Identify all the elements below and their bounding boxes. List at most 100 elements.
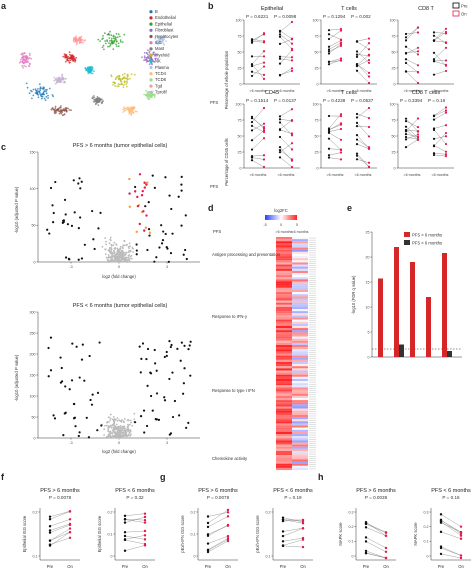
umap-point [104, 42, 107, 45]
score-pair-line [282, 545, 304, 548]
umap-point [19, 60, 22, 63]
b-point-pre [278, 73, 282, 77]
volcano-point-ns [126, 258, 129, 261]
volcano-point-sig [171, 415, 175, 419]
b-pair-line [251, 125, 265, 133]
heatmap-cell [292, 355, 308, 358]
umap-point [115, 45, 118, 47]
volcano-point-ns [130, 433, 132, 436]
heatmap-cell [276, 311, 292, 314]
b-pair-line [433, 61, 447, 66]
heatmap-cell [276, 251, 292, 254]
heatmap-cell [276, 315, 292, 318]
volcano-point-ns [121, 431, 124, 434]
panel-label-a: a [1, 1, 7, 11]
umap-point [163, 35, 165, 37]
heatmap-scale-cell [265, 215, 267, 220]
heatmap-cell [276, 410, 292, 413]
umap-point [65, 56, 68, 59]
b-pair-line [356, 43, 370, 57]
legend-label-0: B [155, 9, 158, 14]
legend-swatch-5 [149, 41, 153, 45]
b-plot-ytick-label: 50 [392, 134, 396, 138]
b-point-on [367, 42, 371, 45]
b-pair-line [405, 136, 419, 140]
volcano-point-ns [123, 240, 126, 243]
umap-point [116, 85, 119, 88]
heatmap-cell [276, 463, 292, 466]
umap-point [143, 59, 146, 62]
heatmap-cell [276, 438, 292, 441]
b-pair-line [279, 129, 293, 134]
volcano-point-sig [68, 258, 71, 261]
volcano-point-sig [91, 393, 94, 396]
b-pair-line [328, 45, 342, 52]
e-bar-pfs-gt [378, 278, 383, 357]
volcano-ytick-label: 250 [30, 331, 36, 335]
heatmap-cell [292, 319, 308, 322]
b-plot-ytick-label: 0 [394, 82, 396, 86]
heatmap-cell [292, 459, 308, 462]
volcano-point-ns [116, 258, 119, 261]
b-plot-pvalue-2: P = 0.16 [428, 98, 446, 103]
umap-point [117, 74, 120, 77]
volcano-point-isg [136, 195, 139, 199]
score-plot-xlabel: On [225, 564, 231, 569]
heatmap-cell [292, 378, 308, 382]
umap-point [97, 98, 100, 101]
umap-point [73, 58, 76, 61]
score-pair-line [282, 528, 304, 537]
volcano-point-sig [64, 385, 67, 388]
b-point-on [339, 138, 343, 141]
volcano-point-sig [139, 371, 142, 374]
umap-point [61, 78, 64, 81]
volcano-point-ns [119, 245, 122, 248]
b-point-on [290, 158, 294, 161]
umap-point [25, 82, 28, 85]
b-point-on [367, 58, 371, 62]
b-point-on [444, 142, 448, 146]
volcano-point-sig [173, 399, 177, 403]
b-point-on [262, 154, 266, 157]
volcano-point-ns [118, 419, 120, 421]
umap-point [144, 59, 147, 61]
score-point-pre [281, 544, 285, 547]
volcano-point-ns [112, 419, 115, 422]
heatmap-cell [292, 249, 308, 252]
volcano-point-sig [54, 180, 57, 184]
umap-point [112, 42, 115, 44]
e-ytick-label: 5 [368, 330, 370, 334]
heatmap-scale-cell [276, 215, 278, 220]
score-pair-line [49, 524, 71, 533]
umap-point [147, 98, 150, 101]
b-pair-line [251, 39, 265, 42]
umap-point [63, 53, 66, 55]
heatmap-cell [276, 268, 292, 271]
score-pair-line [440, 547, 462, 556]
heatmap-scale-cell [278, 215, 280, 220]
heatmap-cell [292, 302, 308, 305]
umap-point [62, 76, 65, 79]
heatmap-cell [276, 306, 292, 310]
umap-point [42, 91, 45, 94]
volcano-point-sig [96, 429, 99, 432]
umap-point [60, 109, 63, 112]
heatmap-cell [292, 338, 308, 341]
heatmap-cell [292, 412, 308, 415]
score-point-on [226, 511, 230, 514]
b-pair-line [251, 51, 265, 65]
volcano-point-ns [105, 256, 108, 259]
score-plot-pvalue: P = 0.32 [126, 495, 144, 500]
legend-label-3: Fibroblast [155, 28, 174, 33]
volcano-point-sig [80, 358, 84, 361]
score-plot-ytick-label: 0.2 [424, 525, 429, 529]
umap-point [39, 93, 42, 95]
umap-point [110, 37, 113, 40]
b-row1-ylabel: Percentage of whole population [224, 50, 229, 109]
umap-point [81, 39, 84, 41]
volcano-point-ns [108, 434, 111, 437]
volcano-point-ns [111, 429, 114, 431]
volcano-point-ns [110, 260, 113, 262]
umap-point [118, 83, 121, 86]
